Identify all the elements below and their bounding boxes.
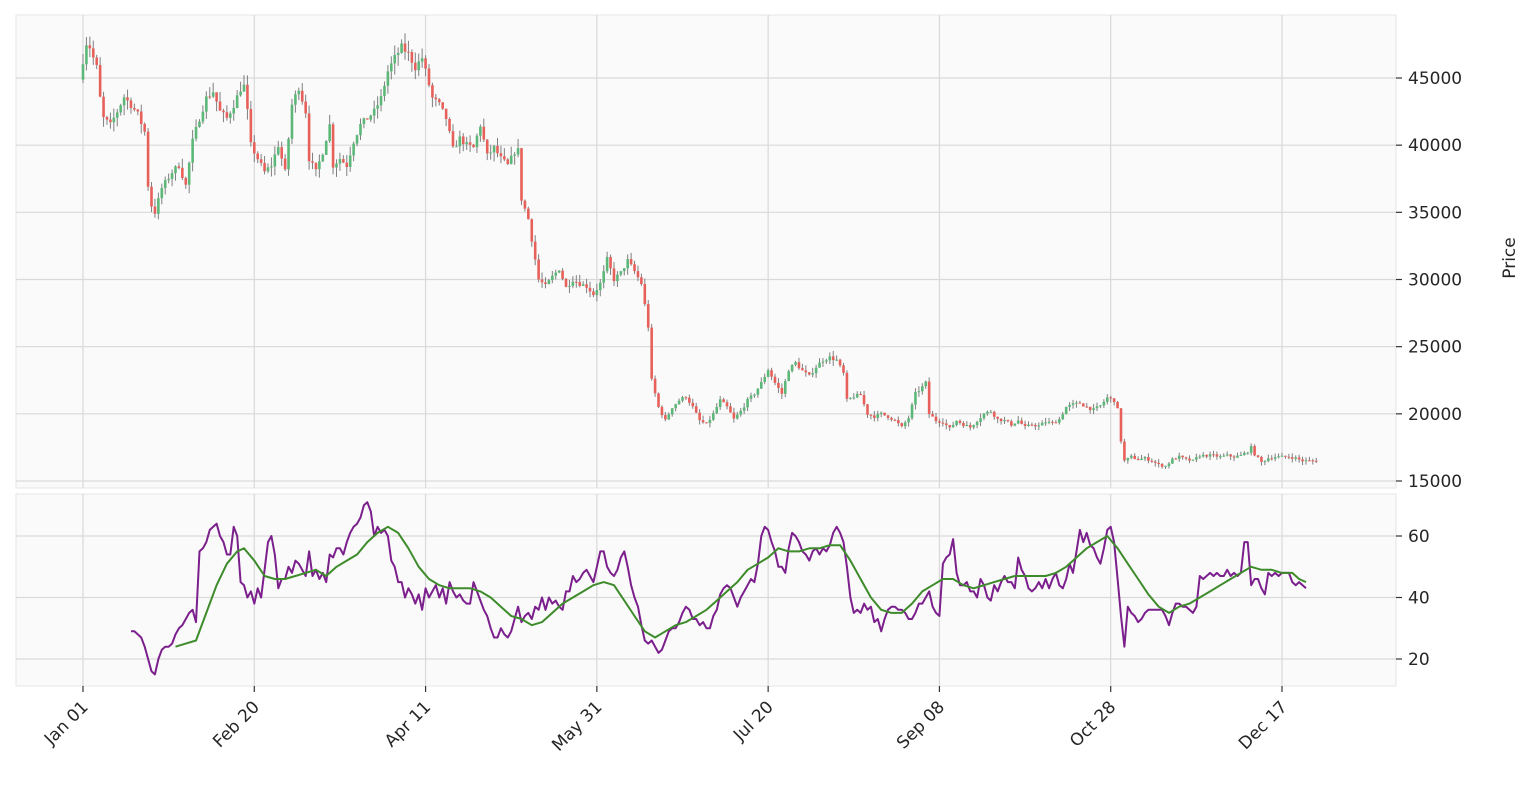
price-tick-label: 45000 <box>1408 69 1462 89</box>
price-tick-label: 40000 <box>1408 136 1462 156</box>
date-tick-label: Jan 01 <box>40 697 93 750</box>
date-tick-label: Sep 08 <box>893 697 949 753</box>
oscillator-tick-label: 60 <box>1408 527 1430 547</box>
oscillator-tick-label: 40 <box>1408 589 1430 609</box>
price-axis-title: Price <box>1500 237 1520 278</box>
oscillator-y-axis: 20 40 60 <box>1396 527 1430 670</box>
price-tick-label: 35000 <box>1408 203 1462 223</box>
date-tick-label: May 31 <box>548 697 606 755</box>
oscillator-lines <box>131 501 1307 676</box>
price-tick-label: 20000 <box>1408 405 1462 425</box>
date-tick-label: Jul 20 <box>729 697 777 745</box>
price-panel-background <box>15 14 1397 489</box>
candlestick-series <box>81 33 1318 469</box>
date-tick-label: Dec 17 <box>1235 697 1292 754</box>
price-panel-grid <box>16 15 1396 488</box>
date-tick-label: Feb 20 <box>209 697 264 752</box>
rsi-moving-average-line <box>175 525 1307 648</box>
rsi-line <box>131 501 1307 676</box>
date-tick-label: Oct 28 <box>1066 697 1120 751</box>
price-y-axis: 15000 20000 25000 30000 35000 40000 45000 <box>1396 69 1462 492</box>
price-tick-label: 30000 <box>1408 271 1462 291</box>
price-tick-label: 25000 <box>1408 338 1462 358</box>
price-tick-label: 15000 <box>1408 472 1462 492</box>
date-tick-label: Apr 11 <box>381 697 435 751</box>
oscillator-panel-background <box>15 493 1397 687</box>
date-x-axis: Jan 01 Feb 20 Apr 11 May 31 Jul 20 Sep 08 Oct … <box>40 686 1292 756</box>
oscillator-tick-label: 20 <box>1408 650 1430 670</box>
